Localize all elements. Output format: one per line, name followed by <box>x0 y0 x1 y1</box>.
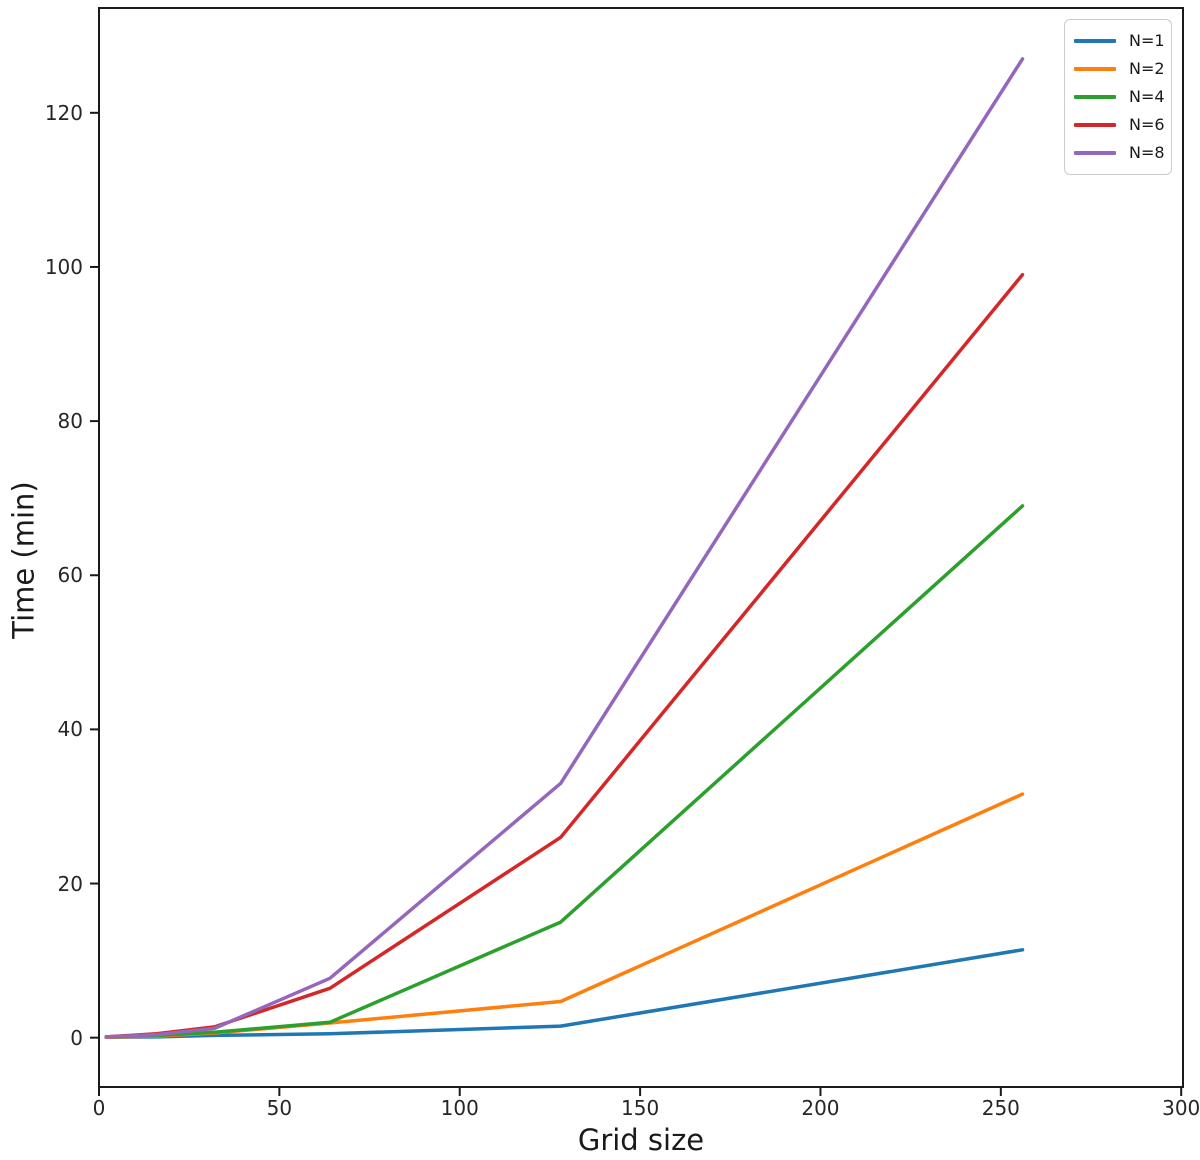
series-line-N=4 <box>104 504 1025 1039</box>
legend-item-N=8: N=8 <box>1074 139 1165 167</box>
legend-item-N=4: N=4 <box>1074 83 1165 111</box>
legend-swatch <box>1074 123 1116 127</box>
y-tick-label: 40 <box>57 717 83 742</box>
x-tick-label: 150 <box>621 1096 660 1120</box>
y-tick-label: 60 <box>57 563 83 588</box>
axes-frame <box>98 7 1184 1088</box>
x-tick-label: 50 <box>266 1096 293 1120</box>
legend-label: N=6 <box>1129 115 1165 134</box>
legend-item-N=2: N=2 <box>1074 55 1165 83</box>
y-tick-label: 0 <box>70 1025 83 1050</box>
x-axis-label: Grid size <box>577 1123 705 1157</box>
legend-label: N=1 <box>1129 31 1165 50</box>
legend-item-N=6: N=6 <box>1074 111 1165 139</box>
y-tick-label: 100 <box>44 254 83 279</box>
legend-item-N=1: N=1 <box>1074 27 1165 55</box>
legend-swatch <box>1074 39 1116 43</box>
x-tick-label: 300 <box>1162 1096 1200 1120</box>
legend-swatch <box>1074 95 1116 99</box>
x-tick-label: 200 <box>801 1096 840 1120</box>
x-tick-label: 100 <box>440 1096 479 1120</box>
y-axis-label: Time (min) <box>6 481 41 639</box>
x-tick-label: 0 <box>92 1096 106 1120</box>
legend-swatch <box>1074 151 1116 155</box>
legend-label: N=2 <box>1129 59 1165 78</box>
series-line-N=1 <box>104 948 1025 1040</box>
y-tick-label: 20 <box>57 871 83 896</box>
legend-swatch <box>1074 67 1116 71</box>
series-line-N=6 <box>104 272 1025 1039</box>
series-line-N=8 <box>104 57 1025 1039</box>
legend: N=1 N=2 N=4 N=6 N=8 <box>1064 19 1172 175</box>
legend-label: N=4 <box>1129 87 1165 106</box>
x-tick-label: 250 <box>981 1096 1020 1120</box>
y-tick-label: 80 <box>57 409 83 434</box>
legend-label: N=8 <box>1129 143 1165 162</box>
y-tick-label: 120 <box>44 100 83 125</box>
